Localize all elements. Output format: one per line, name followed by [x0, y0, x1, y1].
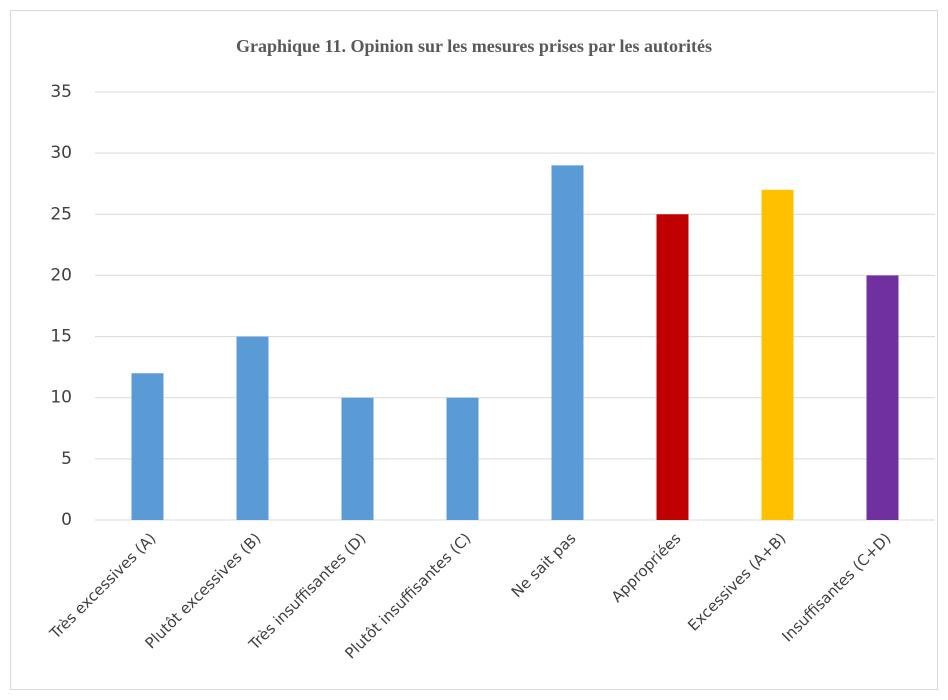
bar: [656, 214, 689, 521]
y-tick-label: 30: [50, 143, 72, 163]
y-tick-label: 35: [50, 82, 72, 102]
bar: [866, 275, 899, 520]
bar: [761, 189, 794, 521]
y-tick-label: 25: [50, 204, 72, 224]
y-tick-label: 0: [61, 510, 72, 530]
bar: [131, 373, 164, 520]
y-tick-label: 20: [50, 265, 72, 285]
bar: [551, 165, 584, 520]
y-tick-label: 15: [50, 327, 72, 347]
bar: [341, 397, 374, 520]
bar: [446, 397, 479, 520]
chart-title: Graphique 11. Opinion sur les mesures pr…: [236, 36, 712, 56]
y-tick-label: 10: [50, 388, 72, 408]
y-tick-label: 5: [61, 449, 72, 469]
bar: [236, 336, 269, 520]
chart-border: [10, 10, 938, 690]
